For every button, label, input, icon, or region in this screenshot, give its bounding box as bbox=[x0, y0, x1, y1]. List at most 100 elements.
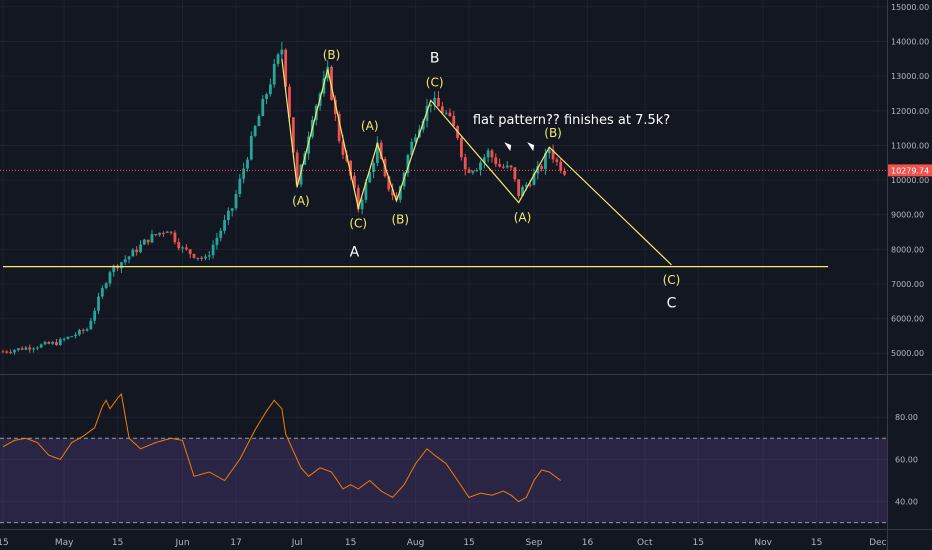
candle-body bbox=[47, 342, 51, 344]
wave-label: (C) bbox=[663, 273, 681, 287]
candle-body bbox=[127, 256, 131, 260]
candle-body bbox=[486, 150, 490, 158]
candle-body bbox=[93, 310, 97, 321]
time-tick-label: 15 bbox=[0, 538, 9, 548]
candle-body bbox=[536, 166, 540, 174]
candle-body bbox=[563, 170, 566, 175]
candle-body bbox=[43, 342, 47, 345]
candle-body bbox=[425, 106, 429, 121]
candle-body bbox=[475, 170, 479, 172]
time-tick-label: Jun bbox=[175, 538, 190, 548]
candle-body bbox=[142, 239, 146, 245]
candle-body bbox=[353, 175, 356, 188]
candle-body bbox=[288, 86, 291, 118]
candle-body bbox=[188, 249, 192, 254]
candle-body bbox=[364, 182, 368, 200]
time-tick-label: 15 bbox=[112, 538, 123, 548]
candle-body bbox=[375, 142, 379, 164]
wave-path bbox=[281, 58, 672, 266]
candle-body bbox=[528, 184, 532, 186]
candle-body bbox=[284, 49, 288, 87]
price-tick-label: 9000.00 bbox=[891, 211, 924, 220]
time-tick-label: 15 bbox=[345, 538, 356, 548]
candle-body bbox=[368, 172, 372, 183]
candle-body bbox=[551, 149, 555, 160]
candle-body bbox=[238, 178, 242, 194]
candle-body bbox=[291, 117, 295, 153]
wave-label: (B) bbox=[544, 126, 562, 140]
candle-body bbox=[70, 336, 74, 338]
candle-body bbox=[154, 234, 158, 236]
candle-body bbox=[372, 163, 375, 173]
candle-body bbox=[269, 84, 272, 95]
candle-body bbox=[81, 329, 85, 331]
candle-body bbox=[379, 142, 383, 159]
candle-body bbox=[349, 160, 353, 176]
price-tick-label: 11000.00 bbox=[891, 141, 929, 150]
candle-body bbox=[410, 141, 414, 156]
candle-body bbox=[433, 97, 437, 105]
time-tick-label: 15 bbox=[463, 538, 474, 548]
candle-body bbox=[452, 115, 456, 127]
candle-body bbox=[540, 166, 544, 170]
price-tick-label: 7000.00 bbox=[891, 280, 924, 289]
candle-body bbox=[177, 242, 181, 249]
time-tick-label: Nov bbox=[754, 538, 772, 548]
candle-body bbox=[559, 161, 563, 171]
price-tick-label: 8000.00 bbox=[891, 245, 924, 254]
candle-body bbox=[78, 329, 81, 335]
time-tick-label: 15 bbox=[693, 538, 704, 548]
rsi-band bbox=[0, 437, 887, 524]
candle-body bbox=[55, 342, 58, 346]
candle-body bbox=[471, 171, 475, 173]
candle-body bbox=[35, 347, 39, 349]
candle-body bbox=[326, 66, 330, 79]
candle-body bbox=[517, 179, 521, 196]
candle-body bbox=[490, 150, 494, 158]
candle-body bbox=[299, 164, 303, 185]
rsi-tick-label: 40.00 bbox=[895, 498, 918, 507]
time-tick-label: May bbox=[55, 538, 74, 548]
candle-body bbox=[544, 153, 547, 170]
candle-body bbox=[463, 157, 467, 170]
chart-grid bbox=[0, 0, 887, 529]
candle-body bbox=[249, 135, 253, 160]
arrow-icon bbox=[504, 142, 512, 152]
candle-body bbox=[333, 99, 337, 114]
candle-body bbox=[150, 234, 154, 243]
time-tick-label: 17 bbox=[230, 538, 241, 548]
candle-body bbox=[192, 253, 196, 258]
candle-body bbox=[524, 184, 528, 188]
candle-body bbox=[272, 63, 276, 85]
candle-body bbox=[532, 173, 536, 185]
time-tick-label: 15 bbox=[811, 538, 822, 548]
candle-body bbox=[51, 342, 55, 344]
candle-body bbox=[246, 159, 249, 169]
candle-body bbox=[24, 347, 28, 350]
candle-body bbox=[467, 169, 471, 173]
candle-body bbox=[406, 155, 410, 173]
candle-body bbox=[58, 339, 62, 346]
candle-body bbox=[32, 348, 35, 350]
candle-body bbox=[89, 320, 93, 330]
wave-label: (C) bbox=[426, 76, 444, 90]
candle-body bbox=[444, 112, 448, 114]
wave-label: (A) bbox=[292, 194, 310, 208]
candle-body bbox=[387, 176, 391, 190]
candle-body bbox=[158, 232, 162, 235]
candle-body bbox=[498, 164, 501, 167]
price-tick-label: 14000.00 bbox=[891, 38, 929, 47]
candle-body bbox=[521, 187, 524, 196]
candle-body bbox=[341, 141, 345, 155]
rsi-band-fill bbox=[0, 438, 887, 523]
wave-label: (B) bbox=[323, 48, 341, 62]
candle-body bbox=[482, 157, 486, 163]
price-tick-label: 12000.00 bbox=[891, 107, 929, 116]
time-tick-label: Sep bbox=[525, 538, 542, 548]
rsi-tick-label: 80.00 bbox=[895, 413, 918, 422]
candle-body bbox=[502, 166, 505, 168]
candlestick-series bbox=[1, 41, 566, 355]
candle-body bbox=[295, 152, 299, 185]
